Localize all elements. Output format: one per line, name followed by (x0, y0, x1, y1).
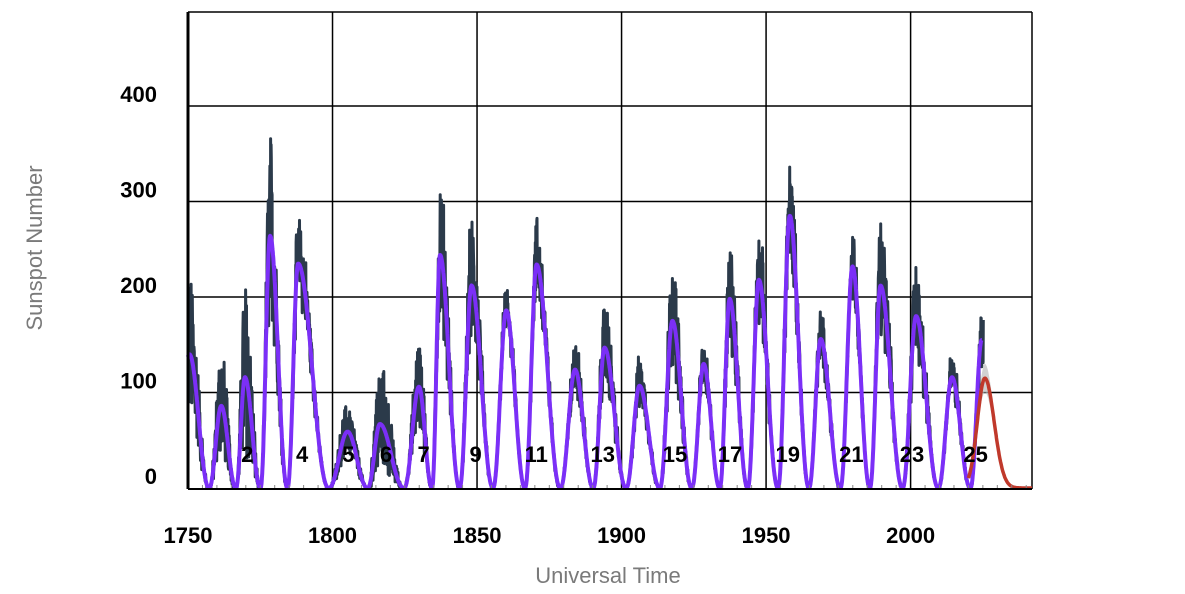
cycle-number-label: 15 (663, 442, 687, 467)
cycle-number-label: 19 (776, 442, 800, 467)
y-tick-label: 400 (120, 82, 157, 107)
cycle-number-label: 25 (963, 442, 987, 467)
data-layer (186, 137, 1032, 490)
y-tick-label: 100 (120, 369, 157, 394)
y-tick-label: 0 (145, 464, 157, 489)
x-tick-label: 2000 (886, 523, 935, 548)
x-axis-label: Universal Time (535, 563, 680, 588)
x-tick-label: 1750 (164, 523, 213, 548)
x-tick-label: 1900 (597, 523, 646, 548)
smoothed-series-line (186, 213, 984, 490)
cycle-number-label: 13 (591, 442, 615, 467)
cycle-number-label: 6 (380, 442, 392, 467)
y-axis-label: Sunspot Number (22, 165, 47, 330)
cycle-number-label: 5 (342, 442, 354, 467)
cycle-number-label: 21 (839, 442, 863, 467)
cycle-number-label: 2 (241, 442, 253, 467)
x-tick-label: 1800 (308, 523, 357, 548)
x-tick-label: 1850 (453, 523, 502, 548)
grid-layer (187, 11, 1033, 489)
y-tick-label: 300 (120, 178, 157, 203)
cycle-number-label: 7 (417, 442, 429, 467)
axis-layer: 1750 1800 1850 1900 1950 2000 0 100 200 300 400 (120, 12, 1032, 548)
y-tick-label: 200 (120, 273, 157, 298)
cycle-number-label: 4 (296, 442, 309, 467)
cycle-number-label: 23 (900, 442, 924, 467)
cycle-number-label: 11 (525, 442, 548, 467)
cycle-label-layer: 2 4 5 6 7 9 11 13 15 17 19 21 23 25 (241, 442, 988, 467)
cycle-number-label: 9 (469, 442, 481, 467)
x-tick-label: 1950 (742, 523, 791, 548)
cycle-number-label: 17 (718, 442, 742, 467)
